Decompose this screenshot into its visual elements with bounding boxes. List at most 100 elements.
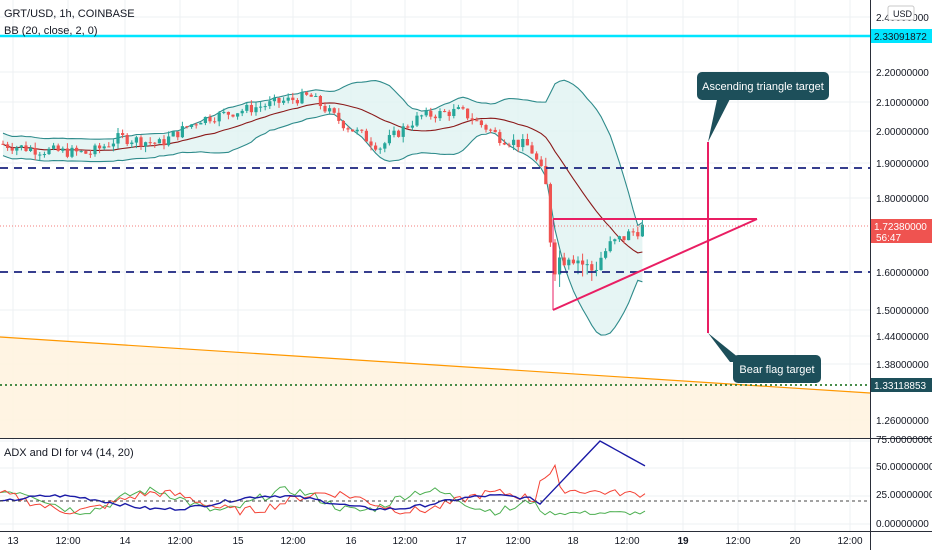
candle-body bbox=[521, 138, 525, 148]
candle-body bbox=[121, 133, 125, 135]
candle-body bbox=[447, 111, 451, 117]
candle-body bbox=[134, 137, 138, 143]
candle-body bbox=[33, 148, 37, 155]
candle-body bbox=[571, 259, 575, 264]
candle-body bbox=[502, 143, 506, 145]
candle-body bbox=[42, 154, 46, 156]
candle-body bbox=[401, 126, 405, 137]
adx-axis[interactable]: 75.00000000 50.00000000 25.00000000 0.00… bbox=[876, 435, 932, 530]
ascending-target-callout[interactable]: Ascending triangle target bbox=[697, 72, 829, 142]
adx-line bbox=[0, 440, 646, 511]
adx-indicator-label[interactable]: ADX and DI for v4 (14, 20) bbox=[4, 447, 134, 459]
price-tick: 2.00000000 bbox=[876, 127, 929, 138]
bb-indicator-label[interactable]: BB (20, close, 2, 0) bbox=[4, 25, 98, 37]
minus-di-line bbox=[0, 463, 646, 516]
candle-body bbox=[318, 96, 322, 106]
time-tick-label: 16 bbox=[345, 536, 357, 547]
time-tick-label: 12:00 bbox=[837, 536, 862, 547]
price-tick: 1.90000000 bbox=[876, 159, 929, 170]
time-tick-label: 18 bbox=[567, 536, 579, 547]
candle-body bbox=[544, 165, 548, 185]
candle-body bbox=[558, 257, 562, 275]
candle-body bbox=[240, 110, 244, 114]
candle-body bbox=[153, 142, 157, 144]
time-tick-label: 15 bbox=[232, 536, 244, 547]
candle-body bbox=[277, 97, 281, 103]
candle-body bbox=[640, 224, 644, 237]
time-tick-label: 17 bbox=[455, 536, 467, 547]
candle-body bbox=[203, 116, 207, 124]
candle-body bbox=[493, 129, 497, 133]
candle-body bbox=[567, 259, 571, 266]
candle-body bbox=[6, 144, 10, 148]
candle-body bbox=[507, 144, 511, 146]
price-tick: 1.38000000 bbox=[876, 360, 929, 371]
candle-body bbox=[397, 130, 401, 137]
candle-body bbox=[1, 143, 5, 145]
candle-body bbox=[484, 125, 488, 130]
countdown-label: 56:47 bbox=[876, 233, 901, 244]
candle-body bbox=[456, 107, 460, 109]
candle-body bbox=[461, 107, 465, 109]
candle-body bbox=[369, 141, 373, 146]
candle-body bbox=[512, 139, 516, 146]
candle-body bbox=[171, 131, 175, 137]
support-zone-fill bbox=[0, 337, 870, 438]
candle-body bbox=[61, 148, 65, 151]
ascending-triangle[interactable] bbox=[552, 142, 758, 333]
candle-body bbox=[167, 136, 171, 146]
candle-body bbox=[410, 125, 414, 128]
candle-body bbox=[47, 148, 51, 155]
candle-body bbox=[295, 100, 299, 104]
candle-body bbox=[475, 120, 479, 122]
candle-body bbox=[438, 111, 442, 119]
bb-fill bbox=[3, 80, 643, 336]
candle-body bbox=[590, 264, 594, 271]
candle-body bbox=[627, 231, 631, 241]
currency-badge[interactable]: USD bbox=[893, 9, 913, 19]
candle-body bbox=[332, 108, 336, 113]
price-axis[interactable]: 2.40000000 USD 2.33091872 2.20000000 2.1… bbox=[871, 5, 932, 427]
candle-body bbox=[125, 134, 129, 145]
candle-body bbox=[364, 130, 368, 142]
candle-body bbox=[406, 126, 410, 128]
bear-target-callout[interactable]: Bear flag target bbox=[708, 333, 821, 383]
time-tick-label: 12:00 bbox=[167, 536, 192, 547]
time-tick-label: 12:00 bbox=[725, 536, 750, 547]
candle-body bbox=[282, 100, 286, 103]
candle-body bbox=[226, 111, 230, 115]
candle-body bbox=[470, 118, 474, 121]
ascending-target-label: Ascending triangle target bbox=[702, 81, 824, 93]
time-axis[interactable]: 13 12:00 14 12:00 15 12:00 16 12:00 17 12:00 18 12:… bbox=[7, 536, 863, 547]
bb-lower-band bbox=[2, 113, 643, 336]
candle-body bbox=[530, 145, 534, 154]
candle-body bbox=[102, 146, 106, 149]
candle-body bbox=[498, 132, 502, 144]
candle-body bbox=[374, 145, 378, 150]
candle-body bbox=[305, 92, 309, 95]
candle-body bbox=[93, 145, 97, 155]
descending-trendline[interactable] bbox=[0, 336, 871, 394]
candle-body bbox=[139, 137, 143, 147]
candle-body bbox=[539, 159, 543, 166]
symbol-title[interactable]: GRT/USD, 1h, COINBASE bbox=[4, 8, 135, 20]
candle-body bbox=[415, 115, 419, 126]
time-tick-label: 12:00 bbox=[55, 536, 80, 547]
candle-body bbox=[576, 260, 580, 264]
current-price-box bbox=[871, 219, 932, 243]
candle-body bbox=[604, 251, 608, 258]
candle-body bbox=[553, 242, 557, 275]
candle-body bbox=[341, 120, 345, 129]
candle-body bbox=[420, 115, 424, 117]
candle-body bbox=[19, 145, 23, 148]
time-tick-label: 12:00 bbox=[614, 536, 639, 547]
candle-body bbox=[617, 236, 621, 240]
candle-body bbox=[466, 108, 470, 119]
candle-body bbox=[88, 153, 92, 155]
candle-body bbox=[38, 154, 42, 156]
candle-body bbox=[268, 101, 272, 107]
candle-body bbox=[56, 145, 60, 151]
candle-body bbox=[489, 129, 493, 131]
candle-body bbox=[84, 151, 88, 154]
